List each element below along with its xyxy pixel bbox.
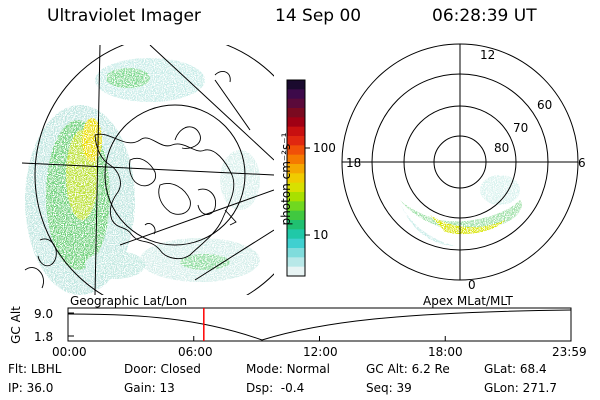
info-glat: GLat: 68.4 (484, 362, 547, 376)
polar-plot (341, 43, 579, 281)
colorbar-segment (287, 192, 305, 202)
colorbar-segment (287, 266, 305, 277)
lat-label-60: 60 (537, 98, 553, 112)
colorbar-segment (287, 238, 305, 249)
mlt-label-6: 6 (578, 156, 586, 170)
colorbar-segment (287, 154, 305, 165)
lat-label-70: 70 (513, 121, 529, 135)
color-bar (287, 80, 305, 277)
mlt-label-12: 12 (480, 48, 496, 62)
timeline-x-ticks (67, 336, 572, 341)
colorbar-segment (287, 248, 305, 258)
timeline-x-tick-0000: 00:00 (52, 345, 87, 359)
info-ip: IP: 36.0 (8, 381, 54, 395)
timeline-left-title: Geographic Lat/Lon (70, 294, 188, 308)
info-glon: GLon: 271.7 (484, 381, 557, 395)
colorbar-segment (287, 117, 305, 128)
coastlines (24, 71, 237, 289)
date-label: 14 Sep 00 (275, 6, 362, 26)
lat-label-80: 80 (494, 141, 510, 155)
geo-grid (22, 45, 274, 295)
colorbar-tick-100: 100 (313, 141, 336, 155)
colorbar-segment (287, 98, 305, 109)
colorbar-segment (287, 136, 305, 146)
timeline-x-tick-2359: 23:59 (552, 345, 587, 359)
colorbar-segment (287, 89, 305, 100)
colorbar-label: photon cm⁻²s⁻¹ (279, 132, 293, 226)
colorbar-segment (287, 126, 305, 137)
timeline-y-tick-high: 9.0 (34, 307, 54, 321)
colorbar-segment (287, 173, 305, 184)
info-gc-alt: GC Alt: 6.2 Re (366, 362, 450, 376)
altitude-curve (67, 309, 572, 341)
colorbar-segment (287, 182, 305, 193)
mlt-label-0: 0 (468, 278, 476, 292)
colorbar-segment (287, 229, 305, 240)
timeline-panel (67, 307, 572, 342)
colorbar-segment (287, 164, 305, 174)
timeline-x-tick-0600: 06:00 (178, 345, 213, 359)
colorbar-segment (287, 108, 305, 118)
info-seq: Seq: 39 (366, 381, 412, 395)
colorbar-segment (287, 80, 305, 90)
colorbar-segment (287, 220, 305, 230)
colorbar-segment (287, 201, 305, 212)
timeline-y-title: GC Alt (9, 306, 23, 344)
timeline-right-title: Apex MLat/MLT (423, 294, 513, 308)
colorbar-segment (287, 210, 305, 221)
time-label: 06:28:39 UT (432, 6, 537, 26)
timeline-x-tick-1800: 18:00 (428, 345, 463, 359)
colorbar-segment (287, 257, 305, 268)
info-gain: Gain: 13 (124, 381, 175, 395)
info-mode: Mode: Normal (246, 362, 330, 376)
mlt-label-18: 18 (346, 156, 362, 170)
info-dsp: Dsp: -0.4 (246, 381, 305, 395)
instrument-title: Ultraviolet Imager (47, 6, 201, 26)
colorbar-tick-10: 10 (313, 228, 329, 242)
info-flt: Flt: LBHL (8, 362, 62, 376)
info-door: Door: Closed (124, 362, 201, 376)
timeline-y-tick-low: 1.8 (34, 330, 54, 344)
geographic-image (22, 45, 274, 295)
colorbar-segment (287, 145, 305, 156)
timeline-x-tick-1200: 12:00 (303, 345, 338, 359)
